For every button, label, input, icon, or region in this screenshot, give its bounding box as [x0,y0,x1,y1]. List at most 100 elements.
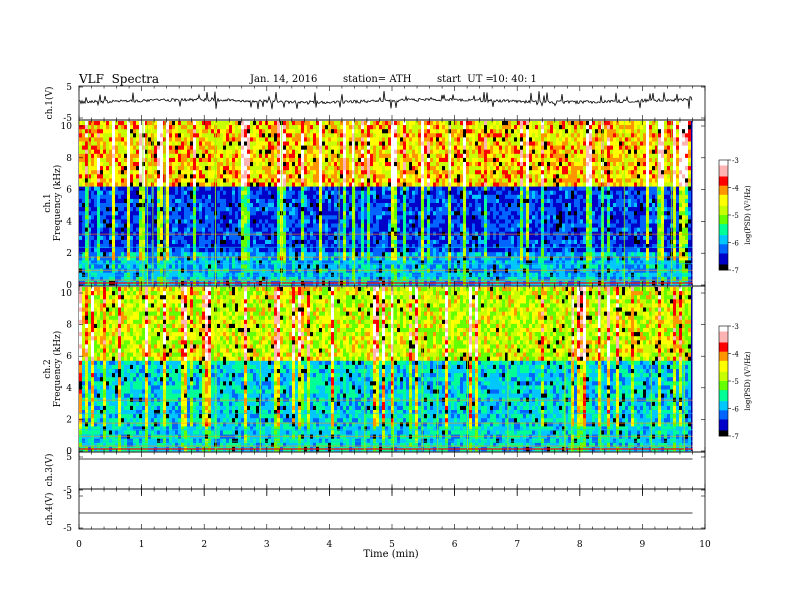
spectrogram-cell [175,141,178,146]
spectrogram-cell [439,227,442,232]
spectrogram-cell [364,256,367,261]
spectrogram-cell [130,133,133,138]
spectrogram-cell [235,260,238,265]
spectrogram-cell [301,276,304,282]
spectrogram-cell [250,223,253,228]
spectrogram-cell [427,170,430,175]
spectrogram-cell [133,227,136,232]
spectrogram-cell [232,141,235,146]
spectrogram-cell [439,170,442,175]
spectrogram-cell [424,244,427,249]
spectrogram-cell [262,207,265,212]
spectrogram-cell [388,186,391,191]
spectrogram-cell [352,252,355,257]
spectrogram-cell [409,207,412,212]
spectrogram-cell [451,125,454,130]
spectrogram-cell [316,145,319,150]
spectrogram-cell [232,170,235,175]
spectrogram-cell [118,149,121,155]
spectrogram-cell [343,194,346,200]
spectrogram-cell [205,194,208,200]
spectrogram-cell [322,133,325,138]
spectrogram-cell [340,133,343,138]
spectrogram-cell [271,133,274,138]
spectrogram-cell [199,239,202,245]
spectrogram-cell [433,121,436,126]
spectrogram-cell [346,157,349,163]
spectrogram-cell [127,276,130,282]
spectrogram-cell [154,149,157,155]
spectrogram-cell [187,248,190,253]
spectrogram-cell [328,198,331,204]
spectrogram-cell [358,211,361,216]
spectrogram-cell [274,207,277,212]
spectrogram-cell [169,121,172,126]
spectrogram-cell [169,207,172,212]
spectrogram-cell [118,190,121,196]
spectrogram-cell [313,186,316,191]
spectrogram-cell [400,162,403,167]
spectrogram-cell [343,166,346,171]
spectrogram-cell [154,244,157,249]
spectrogram-cell [253,260,256,265]
spectrogram-cell [109,235,112,241]
spectrogram-cell [403,268,406,273]
spectrogram-cell [88,219,91,224]
spectrogram-cell [250,260,253,265]
spectrogram-cell [400,141,403,146]
spectrogram-cell [205,219,208,224]
spectrogram-cell [235,145,238,150]
spectrogram-cell [322,157,325,163]
spectrogram-cell [229,137,232,142]
spectrogram-cell [103,207,106,212]
spectrogram-cell [421,186,424,191]
spectrogram-cell [439,248,442,253]
spectrogram-cell [91,162,94,167]
spectrogram-cell [118,166,121,171]
spectrogram-cell [274,129,277,134]
spectrogram-cell [142,162,145,167]
spectrogram-cell [160,141,163,146]
spectrogram-cell [115,244,118,249]
spectrogram-cell [322,129,325,134]
spectrogram-cell [367,125,370,130]
spectrogram-cell [190,166,193,171]
spectrogram-cell [145,121,148,126]
spectrogram-cell [412,268,415,273]
spectrogram-cell [364,149,367,155]
spectrogram-cell [241,190,244,196]
spectrogram-cell [277,141,280,146]
spectrogram-cell [241,256,244,261]
spectrogram-cell [232,219,235,224]
spectrogram-cell [202,223,205,228]
spectrogram-cell [283,239,286,245]
spectrogram-cell [199,194,202,200]
spectrogram-cell [307,125,310,130]
spectrogram-cell [241,194,244,200]
spectrogram-cell [427,166,430,171]
spectrogram-cell [361,149,364,155]
spectrogram-cell [160,149,163,155]
spectrogram-cell [208,149,211,155]
spectrogram-cell [370,203,373,208]
spectrogram-cell [313,239,316,245]
spectrogram-cell [307,162,310,167]
spectrogram-cell [208,215,211,220]
spectrogram-cell [265,219,268,224]
spectrogram-cell [361,207,364,212]
spectrogram-cell [310,153,313,159]
spectrogram-cell [109,162,112,167]
spectrogram-cell [289,153,292,159]
spectrogram-cell [415,149,418,155]
spectrogram-cell [427,219,430,224]
spectrogram-cell [187,276,190,282]
spectrogram-cell [343,227,346,232]
spectrogram-cell [226,125,229,130]
spectrogram-cell [268,276,271,282]
spectrogram-cell [124,190,127,196]
spectrogram-cell [103,244,106,249]
spectrogram-cell [418,190,421,196]
spectrogram-cell [382,207,385,212]
spectrogram-cell [100,153,103,159]
spectrogram-cell [244,203,247,208]
